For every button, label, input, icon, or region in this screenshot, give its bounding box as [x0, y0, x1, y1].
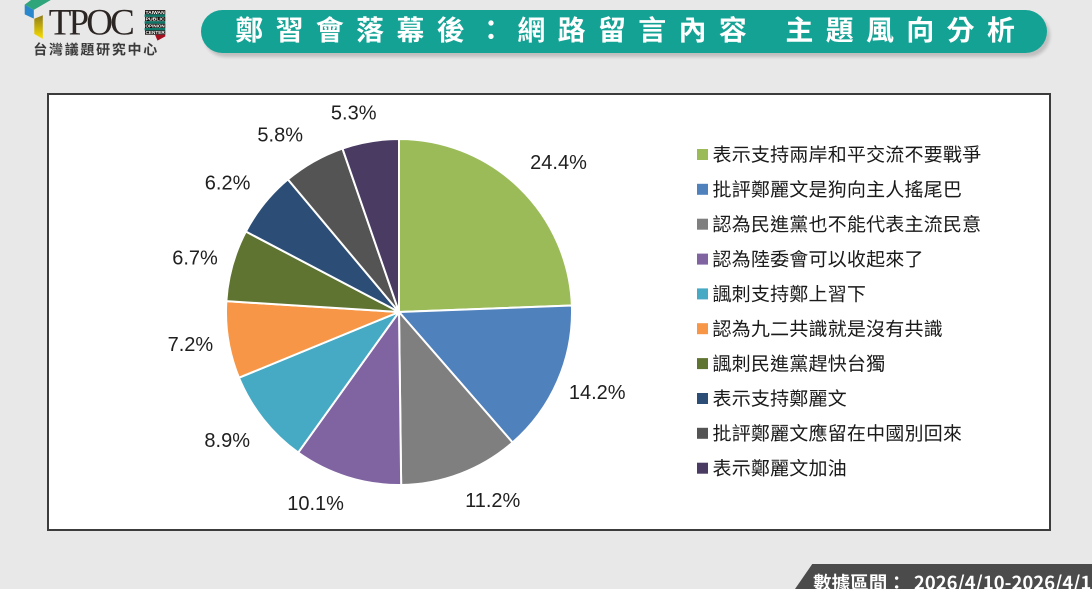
- svg-text:6.2%: 6.2%: [205, 172, 251, 194]
- svg-text:8.9%: 8.9%: [204, 430, 250, 452]
- svg-text:CENTER: CENTER: [146, 30, 165, 35]
- svg-text:5.8%: 5.8%: [257, 125, 303, 147]
- svg-text:24.4%: 24.4%: [530, 152, 587, 174]
- svg-text:TAIWAN: TAIWAN: [146, 10, 165, 15]
- svg-text:14.2%: 14.2%: [569, 382, 626, 404]
- svg-text:TPOC: TPOC: [49, 3, 135, 44]
- svg-text:7.2%: 7.2%: [168, 334, 214, 356]
- svg-text:5.3%: 5.3%: [331, 103, 377, 125]
- svg-text:PUBLIC: PUBLIC: [146, 17, 165, 22]
- svg-text:11.2%: 11.2%: [465, 490, 520, 512]
- svg-text:6.7%: 6.7%: [172, 248, 218, 270]
- svg-text:10.1%: 10.1%: [287, 493, 344, 515]
- svg-text:OPINION: OPINION: [146, 24, 165, 29]
